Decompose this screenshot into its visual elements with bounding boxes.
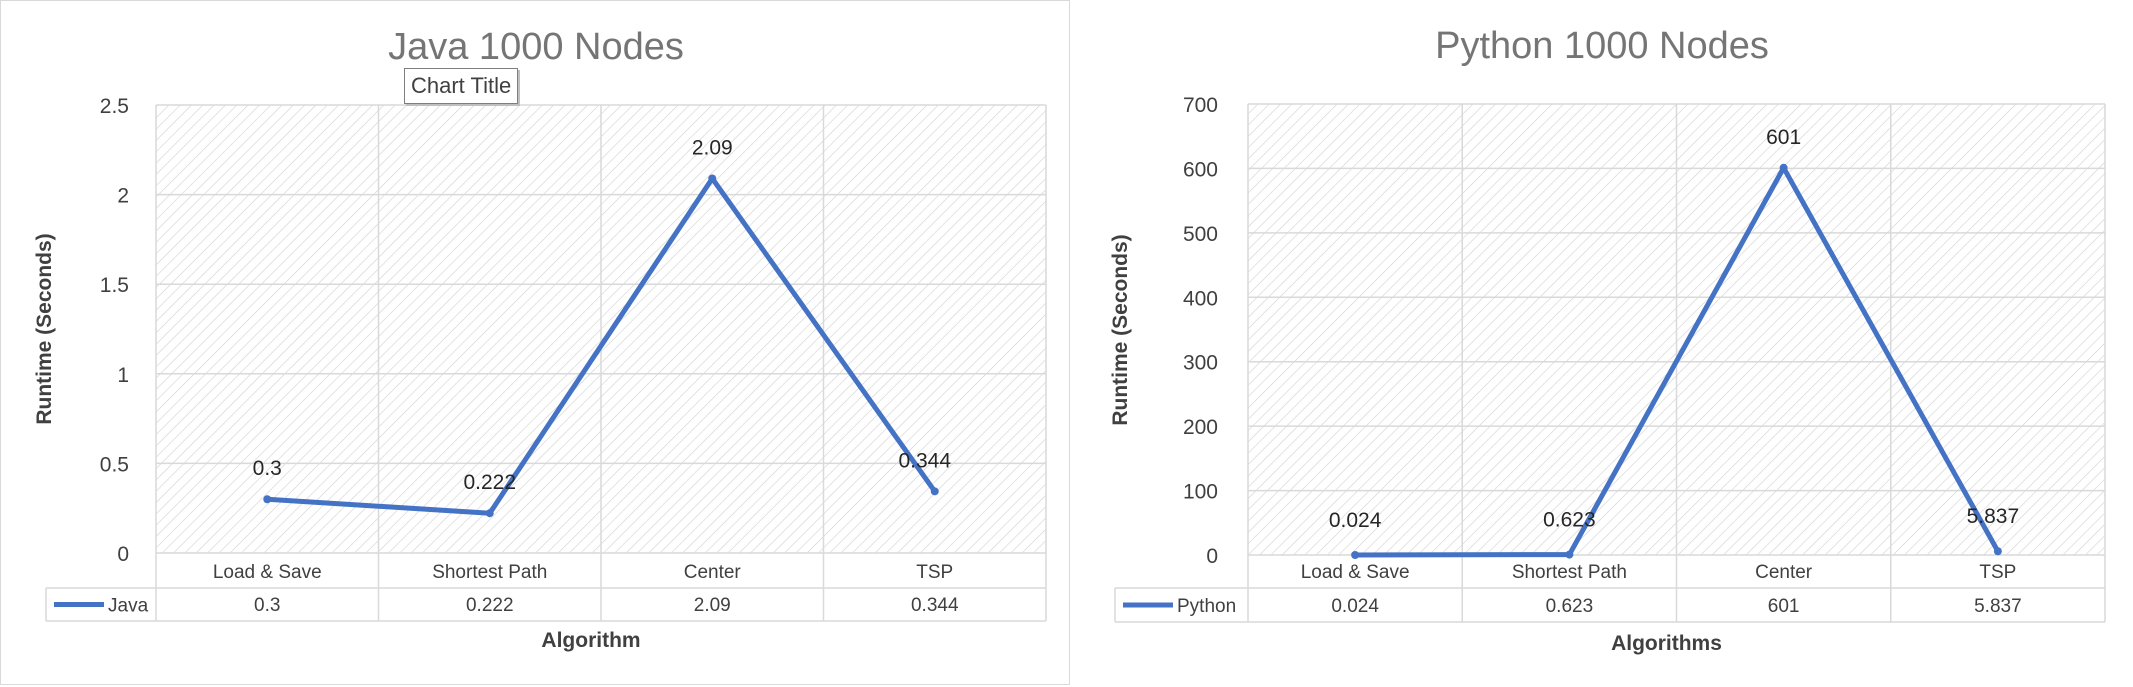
y-axis-title: Runtime (Seconds) (1109, 234, 1132, 425)
y-tick-label: 0 (117, 543, 129, 566)
x-category-label: Center (1755, 562, 1813, 583)
x-category-label: Shortest Path (432, 562, 547, 583)
y-tick-label: 100 (1183, 481, 1218, 504)
data-table-value: 0.623 (1546, 596, 1594, 617)
x-category-label: Load & Save (1301, 562, 1410, 583)
x-category-label: TSP (916, 562, 953, 583)
y-tick-label: 0 (1206, 545, 1218, 568)
y-tick-label: 700 (1183, 94, 1218, 117)
x-axis-title: Algorithm (541, 629, 640, 652)
data-point[interactable] (263, 495, 272, 504)
series-line[interactable] (264, 175, 938, 516)
x-axis-title: Algorithms (1611, 632, 1722, 655)
x-category-label: Shortest Path (1512, 562, 1627, 583)
chart-svg: Java 1000 Nodes 0 0.5 1 1.5 2 2.5 Load & Save Sh… (33, 26, 1047, 652)
data-table-value: 601 (1768, 596, 1800, 617)
x-category-label: TSP (1979, 562, 2016, 583)
chart-title: Python 1000 Nodes (1435, 25, 1769, 67)
legend-series-name: Java (108, 596, 149, 617)
y-tick-label: 600 (1183, 158, 1218, 181)
python-chart-panel[interactable]: Python 1000 Nodes 0 100 200 300 400 500 600 700 L… (1090, 0, 2133, 687)
data-point[interactable] (1565, 550, 1574, 559)
y-tick-label: 1.5 (100, 274, 129, 297)
y-tick-label: 1 (117, 364, 129, 387)
y-tick-label: 2 (117, 185, 129, 208)
legend-series-name: Python (1177, 596, 1236, 617)
data-label: 0.222 (463, 471, 516, 494)
data-point[interactable] (708, 174, 717, 183)
y-tick-label: 200 (1183, 416, 1218, 439)
y-tick-label: 300 (1183, 352, 1218, 375)
y-tick-label: 0.5 (100, 453, 129, 476)
data-point[interactable] (1779, 163, 1788, 172)
y-tick-label: 500 (1183, 223, 1218, 246)
data-label: 0.623 (1543, 509, 1596, 532)
series-line[interactable] (1352, 165, 2001, 558)
y-tick-label: 2.5 (100, 95, 129, 118)
data-point[interactable] (1351, 550, 1360, 559)
data-label: 0.344 (898, 449, 951, 472)
data-label: 0.024 (1329, 509, 1382, 532)
data-label: 601 (1766, 126, 1801, 149)
data-table-value: 2.09 (694, 595, 731, 616)
data-table-value: 0.3 (254, 595, 280, 616)
x-category-label: Center (684, 562, 742, 583)
data-point[interactable] (1993, 547, 2002, 556)
x-category-label: Load & Save (213, 562, 322, 583)
data-point[interactable] (485, 509, 494, 518)
data-point[interactable] (930, 487, 939, 496)
data-label: 0.3 (253, 457, 282, 480)
chart-svg: Python 1000 Nodes 0 100 200 300 400 500 600 700 L… (1109, 25, 2106, 655)
chart-title: Java 1000 Nodes (388, 26, 684, 68)
data-table-value: 0.344 (911, 595, 959, 616)
y-axis-title: Runtime (Seconds) (33, 233, 56, 424)
data-label: 5.837 (1967, 505, 2020, 528)
data-table-value: 0.222 (466, 595, 514, 616)
y-tick-label: 400 (1183, 287, 1218, 310)
data-table-value: 0.024 (1331, 596, 1379, 617)
data-table-value: 5.837 (1974, 596, 2022, 617)
data-label: 2.09 (692, 136, 733, 159)
java-chart-panel[interactable]: Java 1000 Nodes 0 0.5 1 1.5 2 2.5 Load & Save Sh… (0, 0, 1070, 685)
chart-title-tooltip: Chart Title (404, 68, 519, 104)
